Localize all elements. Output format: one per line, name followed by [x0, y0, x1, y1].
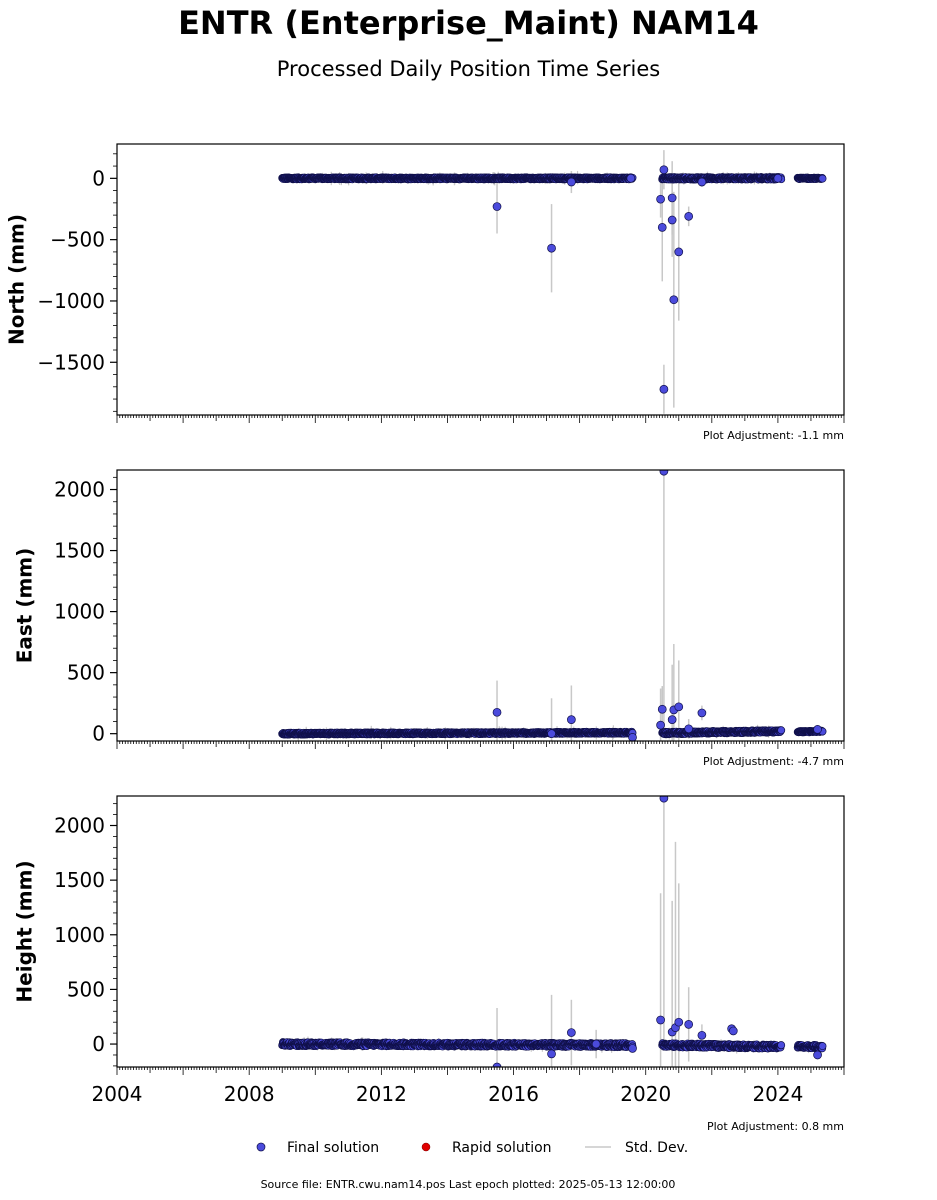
y-tick-label: −1500 [37, 350, 105, 374]
x-axis-height: 2004 2008 2012 2016 2020 2024 [92, 1067, 845, 1106]
chart-title: ENTR (Enterprise_Maint) NAM14 [178, 4, 759, 42]
solution-points-north [278, 165, 827, 394]
plot-adjustment-east: Plot Adjustment: -4.7 mm [703, 755, 844, 768]
y-tick-label: 500 [67, 661, 105, 685]
source-footer: Source file: ENTR.cwu.nam14.pos Last epo… [261, 1178, 676, 1191]
final-solution-point [697, 1030, 707, 1040]
y-axis-east: 0 500 1000 1500 2000 [54, 476, 117, 746]
final-solution-point [818, 1042, 827, 1051]
y-tick-label: 0 [92, 166, 105, 190]
final-solution-point [674, 247, 684, 257]
final-solution-point [659, 796, 669, 803]
panel-east: 0 500 1000 1500 2000 East (mm) Plot Adjustment… [13, 469, 845, 768]
final-solution-point [628, 732, 637, 741]
final-solution-point [567, 715, 576, 724]
y-tick-label: 1500 [54, 539, 105, 563]
x-tick-label: 2024 [752, 1082, 803, 1106]
final-solution-point [567, 177, 576, 187]
y-axis-label-east: East (mm) [13, 548, 37, 664]
final-solution-point [659, 165, 669, 175]
final-solution-point [659, 470, 669, 476]
legend-label-final: Final solution [287, 1140, 379, 1156]
y-tick-label: −500 [50, 228, 105, 252]
final-solution-point [547, 243, 556, 253]
legend-marker-final [256, 1142, 266, 1152]
x-tick-label: 2008 [224, 1082, 275, 1106]
y-tick-label: 2000 [54, 478, 105, 502]
final-solution-point [656, 1015, 665, 1025]
chart-subtitle: Processed Daily Position Time Series [276, 57, 661, 81]
x-axis-east [116, 741, 845, 749]
final-solution-point [667, 193, 677, 203]
y-tick-label: −1000 [37, 289, 105, 313]
x-tick-label: 2004 [92, 1082, 143, 1106]
final-solution-point [667, 215, 677, 225]
final-solution-point [656, 720, 665, 730]
plot-adjustment-height: Plot Adjustment: 0.8 mm [707, 1120, 844, 1133]
legend-label-stddev: Std. Dev. [625, 1140, 688, 1156]
axes-frame-east [116, 469, 845, 742]
final-solution-point [818, 174, 827, 183]
solution-points-height [278, 796, 827, 1067]
final-solution-point [674, 1017, 684, 1027]
y-axis-label-north: North (mm) [5, 214, 29, 345]
panel-north: 0 −500 −1000 −1500 North (mm) Plot Adjustment… [5, 143, 845, 442]
final-solution-point [626, 173, 636, 183]
final-solution-point [697, 177, 707, 187]
plot-adjustment-north: Plot Adjustment: -1.1 mm [703, 429, 844, 442]
x-tick-label: 2016 [488, 1082, 539, 1106]
final-solution-point [591, 1039, 601, 1049]
final-solution-point [657, 704, 667, 714]
final-solution-point [773, 173, 783, 183]
final-solution-point [657, 223, 667, 232]
final-solution-point [567, 1028, 576, 1037]
axes-frame-north [116, 143, 845, 416]
y-tick-label: 1500 [54, 868, 105, 892]
final-solution-point [547, 1049, 556, 1059]
legend-label-rapid: Rapid solution [452, 1140, 552, 1156]
legend-item-final: Final solution [256, 1140, 379, 1156]
final-solution-point [547, 729, 556, 739]
final-solution-point [659, 384, 669, 394]
final-solution-point [667, 715, 677, 724]
y-tick-label: 500 [67, 977, 105, 1001]
y-tick-label: 2000 [54, 814, 105, 838]
y-tick-label: 1000 [54, 600, 105, 624]
final-solution-point [684, 1020, 694, 1029]
final-solution-point [492, 1062, 502, 1067]
final-solution-point [777, 726, 786, 735]
solution-points-east [278, 470, 827, 741]
final-solution-point [813, 725, 822, 734]
x-tick-label: 2020 [620, 1082, 671, 1106]
final-solution-point [813, 1050, 822, 1060]
final-solution-point [674, 702, 684, 712]
y-tick-label: 0 [92, 1032, 105, 1056]
final-solution-point [684, 724, 694, 734]
legend-item-stddev: Std. Dev. [585, 1140, 688, 1156]
y-axis-label-height: Height (mm) [13, 860, 37, 1002]
final-solution-point [628, 1044, 637, 1053]
stddev-bars-north [291, 150, 815, 414]
final-solution-point [697, 708, 707, 718]
y-axis-height: 0 500 1000 1500 2000 [54, 803, 117, 1067]
final-solution-point [492, 202, 502, 211]
x-axis-north [116, 415, 845, 423]
legend-marker-rapid [421, 1142, 431, 1152]
y-tick-label: 0 [92, 722, 105, 746]
legend: Final solution Rapid solution Std. Dev. [256, 1140, 688, 1156]
legend-item-rapid: Rapid solution [421, 1140, 552, 1156]
x-tick-label: 2012 [356, 1082, 407, 1106]
stddev-bars-east [283, 470, 819, 741]
final-solution-point [656, 194, 665, 204]
final-solution-point [492, 707, 502, 717]
final-solution-point [777, 1041, 786, 1050]
final-solution-point [669, 295, 679, 305]
panel-height: 2004 2008 2012 2016 2020 2024 0 500 1000 1500 2000… [13, 795, 845, 1133]
final-solution-point [728, 1026, 738, 1036]
final-solution-point [684, 211, 694, 221]
y-axis-north: 0 −500 −1000 −1500 [37, 153, 117, 412]
y-tick-label: 1000 [54, 923, 105, 947]
